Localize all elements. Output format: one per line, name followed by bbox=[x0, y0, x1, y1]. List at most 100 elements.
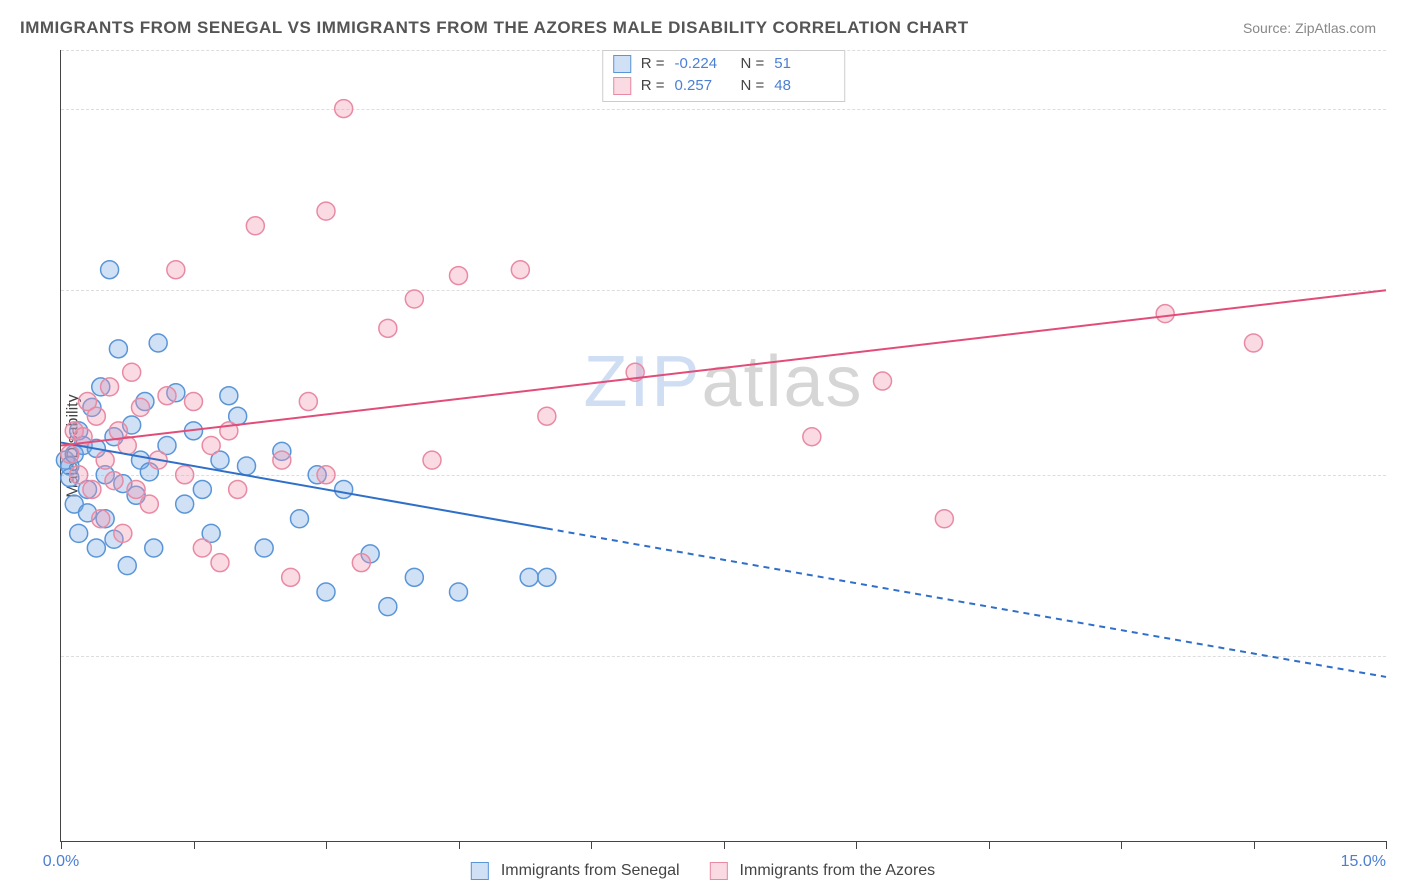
point-senegal bbox=[450, 583, 468, 601]
point-azores bbox=[423, 451, 441, 469]
source-label: Source: bbox=[1243, 20, 1295, 36]
point-senegal bbox=[176, 495, 194, 513]
point-azores bbox=[140, 495, 158, 513]
legend-r-value: 0.257 bbox=[675, 75, 723, 97]
x-tick bbox=[724, 841, 725, 849]
legend-label: Immigrants from the Azores bbox=[740, 862, 936, 880]
point-azores bbox=[101, 378, 119, 396]
point-azores bbox=[450, 267, 468, 285]
point-azores bbox=[176, 466, 194, 484]
legend-r-label: R = bbox=[641, 75, 665, 97]
point-azores bbox=[70, 466, 88, 484]
point-azores bbox=[105, 472, 123, 490]
point-senegal bbox=[538, 568, 556, 586]
point-azores bbox=[211, 554, 229, 572]
x-tick bbox=[591, 841, 592, 849]
chart-title: IMMIGRANTS FROM SENEGAL VS IMMIGRANTS FR… bbox=[20, 18, 969, 38]
point-azores bbox=[132, 398, 150, 416]
point-azores bbox=[158, 387, 176, 405]
x-tick-label: 15.0% bbox=[1341, 853, 1386, 871]
swatch-azores bbox=[613, 77, 631, 95]
legend-stat-row: R = 0.257 N = 48 bbox=[613, 75, 835, 97]
point-azores bbox=[127, 480, 145, 498]
point-azores bbox=[92, 510, 110, 528]
point-azores bbox=[511, 261, 529, 279]
x-tick bbox=[989, 841, 990, 849]
point-azores bbox=[352, 554, 370, 572]
x-tick bbox=[326, 841, 327, 849]
point-azores bbox=[803, 428, 821, 446]
point-azores bbox=[61, 445, 79, 463]
swatch-azores bbox=[710, 862, 728, 880]
point-azores bbox=[123, 363, 141, 381]
point-senegal bbox=[70, 524, 88, 542]
point-azores bbox=[1245, 334, 1263, 352]
point-senegal bbox=[291, 510, 309, 528]
x-tick bbox=[459, 841, 460, 849]
legend-item-azores: Immigrants from the Azores bbox=[710, 862, 936, 880]
legend-label: Immigrants from Senegal bbox=[501, 862, 680, 880]
legend-r-label: R = bbox=[641, 53, 665, 75]
legend-stat-row: R = -0.224 N = 51 bbox=[613, 53, 835, 75]
x-tick-label: 0.0% bbox=[43, 853, 79, 871]
point-azores bbox=[193, 539, 211, 557]
point-azores bbox=[317, 466, 335, 484]
point-azores bbox=[1156, 305, 1174, 323]
point-azores bbox=[299, 393, 317, 411]
point-azores bbox=[96, 451, 114, 469]
point-senegal bbox=[335, 480, 353, 498]
legend-item-senegal: Immigrants from Senegal bbox=[471, 862, 680, 880]
x-tick bbox=[1386, 841, 1387, 849]
point-azores bbox=[935, 510, 953, 528]
point-azores bbox=[185, 393, 203, 411]
point-azores bbox=[114, 524, 132, 542]
point-senegal bbox=[520, 568, 538, 586]
y-tick-label: 18.8% bbox=[1396, 281, 1406, 299]
legend-n-label: N = bbox=[741, 53, 765, 75]
y-tick-label: 12.5% bbox=[1396, 466, 1406, 484]
point-azores bbox=[167, 261, 185, 279]
point-azores bbox=[874, 372, 892, 390]
point-senegal bbox=[109, 340, 127, 358]
point-azores bbox=[379, 319, 397, 337]
legend-stats: R = -0.224 N = 51 R = 0.257 N = 48 bbox=[602, 50, 846, 102]
y-tick-label: 25.0% bbox=[1396, 100, 1406, 118]
y-tick-label: 6.3% bbox=[1396, 647, 1406, 665]
point-azores bbox=[317, 202, 335, 220]
point-senegal bbox=[101, 261, 119, 279]
point-azores bbox=[229, 480, 247, 498]
point-azores bbox=[335, 100, 353, 118]
plot-svg bbox=[61, 50, 1386, 841]
trend-senegal-dashed bbox=[547, 529, 1386, 677]
point-senegal bbox=[149, 334, 167, 352]
point-senegal bbox=[220, 387, 238, 405]
x-tick bbox=[1121, 841, 1122, 849]
point-senegal bbox=[193, 480, 211, 498]
point-azores bbox=[246, 217, 264, 235]
legend-n-value: 48 bbox=[774, 75, 822, 97]
point-senegal bbox=[317, 583, 335, 601]
source-attribution: Source: ZipAtlas.com bbox=[1243, 20, 1376, 36]
point-senegal bbox=[238, 457, 256, 475]
point-azores bbox=[87, 407, 105, 425]
source-link[interactable]: ZipAtlas.com bbox=[1295, 20, 1376, 36]
legend-series: Immigrants from Senegal Immigrants from … bbox=[471, 862, 935, 880]
point-azores bbox=[273, 451, 291, 469]
legend-r-value: -0.224 bbox=[675, 53, 723, 75]
x-tick bbox=[194, 841, 195, 849]
point-senegal bbox=[405, 568, 423, 586]
x-tick bbox=[1254, 841, 1255, 849]
swatch-senegal bbox=[471, 862, 489, 880]
point-senegal bbox=[118, 557, 136, 575]
point-azores bbox=[202, 437, 220, 455]
point-senegal bbox=[379, 598, 397, 616]
point-azores bbox=[282, 568, 300, 586]
trend-azores-solid bbox=[61, 290, 1386, 445]
swatch-senegal bbox=[613, 55, 631, 73]
x-tick bbox=[856, 841, 857, 849]
x-tick bbox=[61, 841, 62, 849]
point-senegal bbox=[145, 539, 163, 557]
point-azores bbox=[538, 407, 556, 425]
plot-area: ZIPatlas R = -0.224 N = 51 R = 0.257 N =… bbox=[60, 50, 1386, 842]
point-azores bbox=[405, 290, 423, 308]
